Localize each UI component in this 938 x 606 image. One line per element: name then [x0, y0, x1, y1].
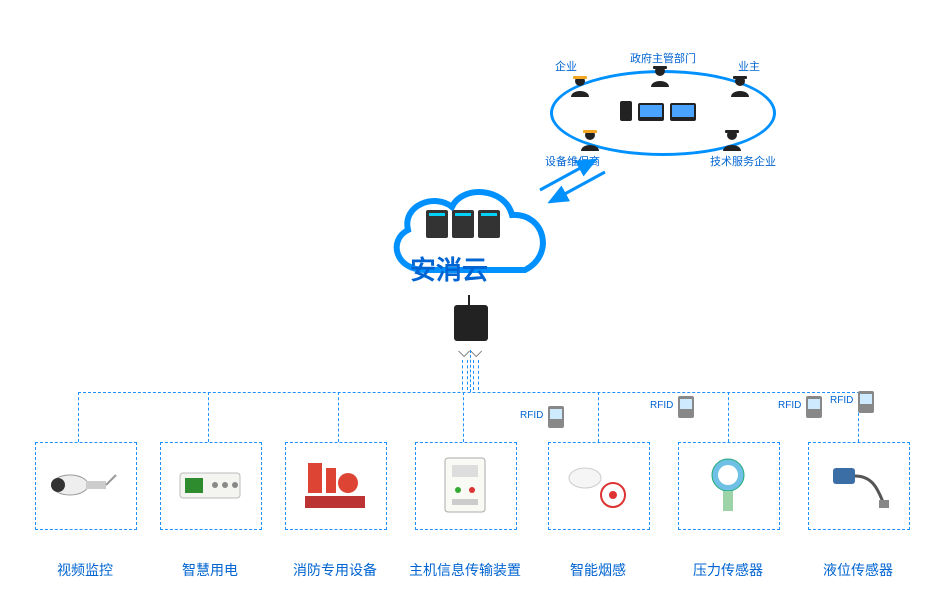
- rfid-label: RFID: [830, 395, 853, 406]
- rfid-reader-icon: [678, 396, 694, 418]
- device-label: 视频监控: [57, 560, 113, 580]
- stakeholder-label: 企业: [555, 58, 577, 74]
- stakeholder-label: 业主: [738, 58, 760, 74]
- laptop-icon: [670, 103, 696, 121]
- diagram-root: { "type": "network-topology", "canvas": …: [0, 0, 938, 606]
- cloud-title: 安消云: [410, 250, 488, 287]
- rfid-reader-icon: [858, 391, 874, 413]
- person-icon: [720, 127, 744, 151]
- center-devices: [620, 101, 696, 121]
- rfid-label: RFID: [650, 400, 673, 411]
- server-icon: [478, 210, 500, 238]
- connector-line: [598, 392, 599, 442]
- connector-line: [470, 350, 471, 392]
- connector-line: [467, 360, 468, 390]
- rfid-label: RFID: [520, 410, 543, 421]
- rfid-label: RFID: [778, 400, 801, 411]
- connector-line: [338, 392, 339, 442]
- gateway-device-icon: [454, 305, 488, 341]
- connector-line: [473, 360, 474, 390]
- connector-line: [208, 392, 209, 442]
- connector-line: [463, 392, 464, 442]
- camera-icon: [45, 454, 125, 516]
- device-label: 压力传感器: [693, 560, 763, 580]
- connector-line: [462, 360, 463, 390]
- cloud-servers: [426, 210, 500, 238]
- person-icon: [568, 73, 592, 97]
- pressure-icon: [688, 454, 768, 516]
- server-icon: [426, 210, 448, 238]
- device-label: 消防专用设备: [293, 560, 377, 580]
- device-label: 液位传感器: [823, 560, 893, 580]
- connector-line: [78, 392, 79, 442]
- rfid-reader-icon: [806, 396, 822, 418]
- connector-line: [728, 392, 729, 442]
- meter-icon: [170, 454, 250, 516]
- level-icon: [818, 454, 898, 516]
- stakeholder-label: 技术服务企业: [710, 153, 776, 169]
- device-label: 智能烟感: [570, 560, 626, 580]
- smoke-icon: [558, 454, 638, 516]
- phone-icon: [620, 101, 632, 121]
- laptop-icon: [638, 103, 664, 121]
- pump-icon: [295, 454, 375, 516]
- device-label: 智慧用电: [182, 560, 238, 580]
- person-icon: [728, 73, 752, 97]
- person-icon: [578, 127, 602, 151]
- panel-icon: [425, 454, 505, 516]
- bus-line: [78, 392, 860, 393]
- device-label: 主机信息传输装置: [409, 560, 521, 580]
- connector-line: [478, 360, 479, 390]
- rfid-reader-icon: [548, 406, 564, 428]
- person-icon: [648, 63, 672, 87]
- server-icon: [452, 210, 474, 238]
